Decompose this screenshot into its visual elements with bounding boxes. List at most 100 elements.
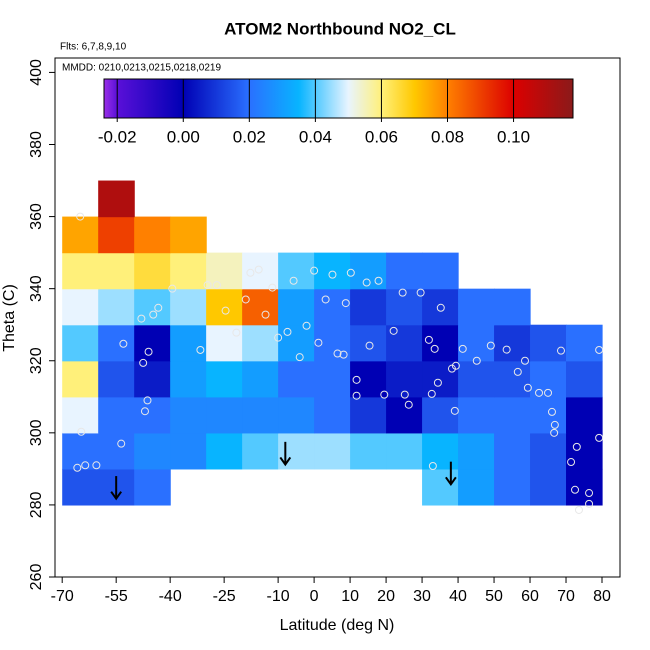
observation-point [513,367,522,376]
heat-cell [458,432,495,470]
observation-point [433,378,442,387]
heat-cell [242,324,279,362]
observation-point [119,339,128,348]
heat-cell [530,468,567,506]
y-tick-label: 380 [28,131,45,158]
heat-cell [170,324,207,362]
observation-point [268,283,277,292]
heat-cell [242,252,279,290]
observation-point [154,303,163,312]
heat-cell [494,396,531,434]
heat-cell [206,324,243,362]
heat-cell [458,360,495,398]
x-tick-label: 70 [557,588,575,605]
observation-point [352,391,361,400]
x-axis-label: Latitude (deg N) [280,617,395,634]
observation-point [77,427,86,436]
heat-cell [206,432,243,470]
heat-cell [386,288,423,326]
heat-cell [494,360,531,398]
heat-cell [350,396,387,434]
heat-cell [494,288,531,326]
x-tick-label: 50 [485,588,503,605]
observation-point [149,310,158,319]
y-tick-label: 320 [28,347,45,374]
heat-cell [134,468,171,506]
y-tick-label: 360 [28,203,45,230]
heat-cell [98,360,135,398]
heat-cell [422,468,459,506]
observation-point [339,350,348,359]
observation-point [341,299,350,308]
heat-cell [98,288,135,326]
observation-point [398,288,407,297]
annotation: Flts: 6,7,8,9,10 [60,42,127,53]
y-axis-label: Theta (C) [1,284,18,352]
heat-cell [422,360,459,398]
heat-cell [62,252,99,290]
y-tick-label: 340 [28,275,45,302]
observation-point [451,361,460,370]
observation-point [571,485,580,494]
heat-cell [386,396,423,434]
observation-point [550,420,559,429]
heat-cell [242,288,279,326]
observation-point [221,306,230,315]
observation-point [427,389,436,398]
heat-cell [62,288,99,326]
heat-cell [134,216,171,254]
heat-cell [170,252,207,290]
heat-cell [206,360,243,398]
observation-point [76,212,85,221]
colorbar-tick-label: 0.10 [497,127,530,146]
heat-cell [386,324,423,362]
observation-point [416,288,425,297]
observation-point [346,268,355,277]
observation-point [117,439,126,448]
observation-point [73,463,82,472]
x-tick-label: 30 [413,588,431,605]
observation-point [535,388,544,397]
observation-point [261,310,270,319]
colorbar-tick-label: -0.02 [98,127,137,146]
heat-cell [62,216,99,254]
y-tick-label: 280 [28,491,45,518]
heat-cell [314,288,351,326]
heat-cell [314,360,351,398]
observation-point [137,314,146,323]
colorbar-tick-label: 0.04 [299,127,332,146]
heat-cell [62,324,99,362]
heat-cell [494,432,531,470]
observation-point [321,295,330,304]
heat-cell [314,432,351,470]
heat-cell [134,288,171,326]
heat-cell [350,324,387,362]
observation-point [424,335,433,344]
observation-point [556,346,565,355]
heat-cell [566,360,603,398]
heat-cell [278,252,315,290]
x-tick-label: 20 [377,588,395,605]
heat-cell [278,396,315,434]
observation-point [81,461,90,470]
arrow-head [279,456,292,467]
plot-frame [54,57,621,578]
heat-cell [206,252,243,290]
heat-cell [98,324,135,362]
x-tick-label: -55 [105,588,128,605]
observation-point [574,505,583,514]
heat-cell [134,252,171,290]
heat-cell [386,360,423,398]
observation-point [447,364,456,373]
observation-point [436,303,445,312]
observation-point [458,344,467,353]
heat-cell [350,288,387,326]
observation-point [196,345,205,354]
heat-cell [566,324,603,362]
observation-point [212,281,221,290]
heat-cell [530,324,567,362]
observation-point [389,326,398,335]
observation-point [333,349,342,358]
heat-cell [170,432,207,470]
